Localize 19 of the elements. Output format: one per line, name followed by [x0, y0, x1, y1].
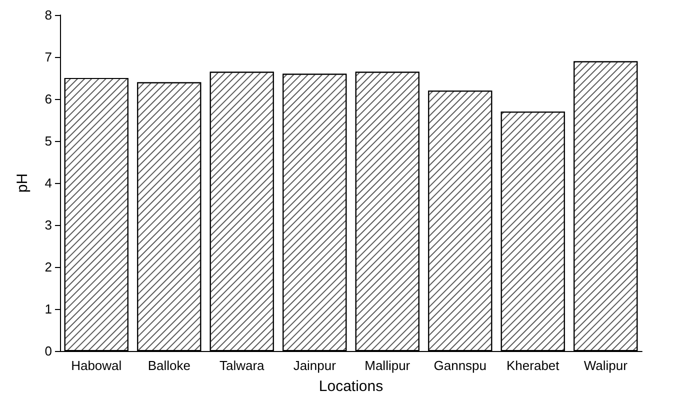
x-tick-label: Habowal	[71, 358, 122, 373]
x-axis-title: Locations	[318, 378, 384, 395]
x-tick-label: Jainpur	[293, 358, 337, 373]
x-tick-label: Talwara	[219, 358, 266, 373]
x-tick-label: Balloke	[148, 358, 190, 373]
y-tick-label: 8	[44, 8, 52, 22]
x-tick-label: Gannspu	[434, 358, 487, 373]
y-tick-label: 7	[44, 50, 52, 64]
x-tick-label: Mallipur	[364, 358, 411, 373]
y-axis-title: pH	[14, 173, 31, 193]
y-tick-label: 3	[44, 218, 52, 232]
x-tick-label: Kherabet	[506, 358, 560, 373]
x-tick-label: Walipur	[584, 358, 628, 373]
y-tick-label: 0	[44, 344, 52, 358]
y-tick-label: 6	[44, 92, 52, 106]
y-tick-label: 2	[44, 260, 52, 274]
y-tick-label: 1	[44, 302, 52, 316]
y-tick-label: 4	[44, 176, 52, 190]
y-tick-label: 5	[44, 134, 52, 148]
